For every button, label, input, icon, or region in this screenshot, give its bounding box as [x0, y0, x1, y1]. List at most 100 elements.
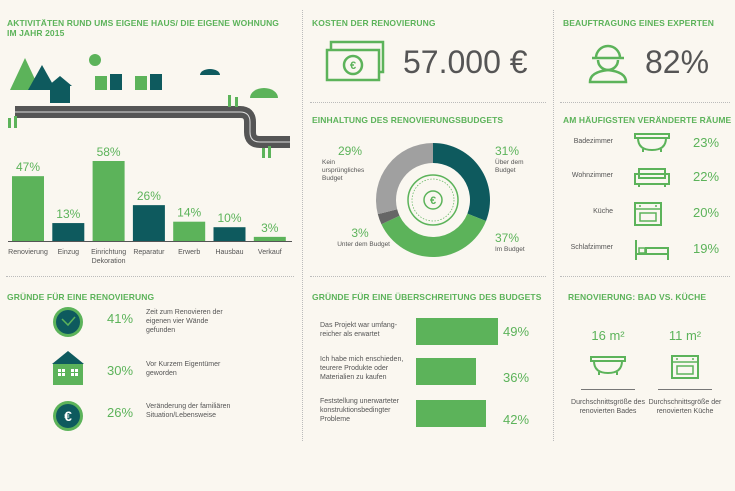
slice-value-label: 31% [495, 144, 519, 158]
divider [310, 102, 546, 103]
divider [560, 102, 730, 103]
reason-text: Veränderung der familiären Situation/Lebe… [146, 402, 230, 420]
worker-icon [588, 44, 628, 84]
euro-ring [407, 174, 459, 226]
overrun-text-line: Probleme [320, 416, 350, 423]
bar-value-label: 10% [217, 211, 241, 225]
size-value: 16 m² [591, 328, 625, 343]
room-name: Schlafzimmer [570, 244, 613, 251]
room-value: 20% [693, 205, 720, 220]
size-item: 16 m² Durchschnittsgröße des renovierten … [568, 328, 648, 418]
title-line: IM JAHR 2015 [7, 28, 65, 38]
bar-category-label: Erwerb [178, 249, 200, 256]
slice-category-label: Über dem [495, 158, 524, 166]
sofa-icon [634, 166, 670, 193]
bar-category-label: Verkauf [258, 249, 282, 256]
divider [658, 389, 712, 390]
overrun-category: Ich habe mich enschieden, teurere Produkt… [320, 355, 403, 382]
overrun-bar [416, 400, 487, 427]
money-icon: € [325, 40, 385, 82]
bar-value-label: 26% [137, 189, 161, 203]
overrun-text-line: Materialien zu kaufen [320, 374, 387, 381]
reason-text-line: Vor Kurzem Eigentümer [146, 361, 221, 368]
activities-bar-chart: 47% Renovierung 13% Einzug 58% Einrichtung Dek… [8, 145, 292, 265]
room-row: Wohnzimmer 22% [556, 166, 731, 194]
divider [560, 276, 730, 277]
reason-text: Vor Kurzem Eigentümer geworden [146, 360, 220, 378]
bar-value-label: 13% [56, 207, 80, 221]
slice-category-label: Budget [495, 167, 516, 174]
overrun-category: Feststellung unerwarteter konstruktionsbe… [320, 397, 399, 424]
size-text: Durchschnittsgröße des renovierten Bades [558, 398, 658, 416]
overrun-bar [416, 358, 477, 385]
reason-value: 41% [107, 311, 134, 326]
bar-value-label: 47% [16, 160, 40, 174]
landscape-illustration [8, 54, 290, 158]
slice-category-label: Im Budget [495, 246, 525, 253]
activity-bar [12, 176, 44, 241]
slice-value-label: 37% [495, 231, 519, 245]
overrun-text-line: reicher als erwartet [320, 331, 380, 338]
size-text-line: renovierten Küche [656, 408, 714, 415]
bar-value-label: 14% [177, 206, 201, 220]
euro-icon: € [52, 400, 84, 437]
slice-category-label: Kein [322, 159, 335, 166]
reason-value: 30% [107, 363, 134, 378]
reason-text-line: geworden [146, 370, 177, 377]
overrun-text-line: teurere Produkte oder [320, 365, 389, 372]
size-item: 11 m² Durchschnittsgröße der renovierten … [645, 328, 725, 418]
bathtub-icon [634, 132, 670, 159]
rooms-title: AM HÄUFIGSTEN VERÄNDERTE RÄUME [563, 115, 732, 125]
room-row: Küche 20% [556, 202, 731, 230]
overrun-text-line: Feststellung unerwarteter [320, 398, 399, 405]
room-value: 23% [693, 135, 720, 150]
overrun-text-line: konstruktionsbedingter [320, 407, 391, 414]
reason-value: 26% [107, 405, 134, 420]
overrun-value: 36% [503, 370, 530, 385]
euro-ring [411, 178, 455, 222]
bathtub-icon [568, 355, 648, 383]
overrun-title: GRÜNDE FÜR EINE ÜBERSCHREITUNG DES BUDGE… [312, 292, 542, 302]
bar-category-label: Reparatur [133, 249, 165, 256]
expert-value: 82% [645, 44, 710, 80]
reason-text: Zeit zum Renovieren der eigenen vier Wänd… [146, 308, 223, 335]
reason-text-line: Veränderung der familiären [146, 403, 231, 410]
overrun-value: 49% [503, 324, 530, 339]
reason-row: 41% Zeit zum Renovieren der eigenen vier … [0, 306, 300, 344]
slice-value-label: 3% [351, 226, 369, 240]
overrun-row: Das Projekt war umfang-reicher als erwar… [300, 318, 550, 348]
donut-slice [433, 143, 490, 221]
bar-category-label: Dekoration [92, 258, 126, 265]
reason-text-line: gefunden [146, 327, 176, 334]
costs-title: KOSTEN DER RENOVIERUNG [312, 18, 436, 28]
bath-kitchen-title: RENOVIERUNG: BAD VS. KÜCHE [568, 292, 707, 302]
column-divider [302, 10, 303, 441]
slice-category-label: Unter dem Budget [337, 241, 390, 248]
room-name: Küche [593, 208, 613, 215]
expert-title: BEAUFTRAGUNG EINES EXPERTEN [563, 18, 714, 28]
overrun-text-line: Das Projekt war umfang- [320, 322, 398, 329]
activity-bar [52, 223, 85, 241]
bar-category-label: Renovierung [8, 249, 48, 256]
size-text-line: renovierten Bades [579, 408, 637, 415]
activity-bar [253, 236, 286, 241]
reasons-title: GRÜNDE FÜR EINE RENOVIERUNG [7, 292, 155, 302]
size-text-line: Durchschnittsgröße der [648, 399, 722, 406]
reason-text-line: Situation/Lebensweise [146, 412, 217, 419]
overrun-value: 42% [503, 412, 530, 427]
overrun-row: Ich habe mich enschieden, teurere Produkt… [300, 355, 550, 388]
reason-text-line: Zeit zum Renovieren der [146, 309, 223, 316]
room-row: Badezimmer 23% [556, 132, 731, 160]
activities-title: AKTIVITÄTEN RUND UMS EIGENE HAUS/ DIE EI… [7, 18, 279, 38]
overrun-row: Feststellung unerwarteter konstruktionsbe… [300, 397, 550, 430]
bed-icon [634, 238, 670, 267]
euro-icon [423, 190, 443, 210]
size-text: Durchschnittsgröße der renovierten Küche [635, 398, 735, 416]
bar-category-label: Einrichtung [91, 249, 126, 256]
oven-icon [645, 355, 725, 383]
column-divider [553, 10, 554, 441]
activity-bar [132, 205, 165, 241]
divider [6, 276, 294, 277]
activity-bar [213, 227, 246, 241]
